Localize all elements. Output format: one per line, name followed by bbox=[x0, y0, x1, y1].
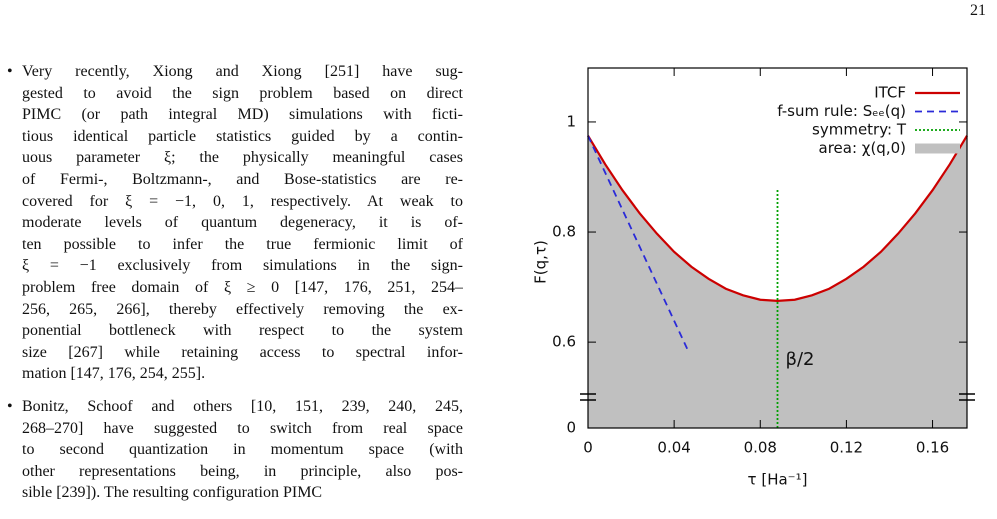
x-tick-label: 0.16 bbox=[916, 439, 949, 457]
annotation: β/2 bbox=[786, 349, 815, 370]
text-line: 268–270] have suggested to switch from r… bbox=[22, 419, 463, 437]
text-line: uous parameter ξ; the physically meaning… bbox=[22, 149, 463, 167]
text-line: moderate levels of quantum degeneracy, i… bbox=[22, 214, 463, 232]
x-tick-label: 0 bbox=[583, 439, 593, 457]
y-tick-label: 0 bbox=[566, 419, 576, 437]
line bbox=[587, 135, 968, 302]
body-text: • Very recently, Xiong and Xiong [251] ha… bbox=[7, 61, 463, 515]
x-tick-label: 0.04 bbox=[657, 439, 690, 457]
list-item: • Very recently, Xiong and Xiong [251] ha… bbox=[7, 61, 463, 385]
legend-label: ITCF bbox=[874, 84, 906, 102]
y-tick-label: 0.8 bbox=[552, 223, 576, 241]
text-line: PIMC (or path integral MD) simulations w… bbox=[22, 106, 463, 124]
text-line: of Fermi-, Boltzmann-, and Bose-statisti… bbox=[22, 170, 463, 188]
x-tick-label: 0.12 bbox=[830, 439, 863, 457]
line bbox=[587, 135, 691, 354]
area bbox=[588, 135, 967, 428]
x-axis-label: τ [Ha⁻¹] bbox=[748, 471, 808, 489]
text-line: ponential bottleneck with respect to the… bbox=[22, 322, 463, 340]
list-item: • Bonitz, Schoof and others [10, 151, 239… bbox=[7, 396, 463, 504]
text-line: tious identical particle statistics guid… bbox=[22, 127, 463, 145]
text-line: covered for ξ = −1, 0, 1, respectively. … bbox=[22, 192, 463, 210]
bullet: • bbox=[7, 397, 13, 415]
legend-swatch bbox=[915, 143, 960, 154]
legend-label: symmetry: T bbox=[812, 121, 907, 139]
y-axis-label: F(q,τ) bbox=[532, 240, 550, 284]
text-line: other representations being, in principl… bbox=[22, 462, 463, 480]
text-line: Very recently, Xiong and Xiong [251] hav… bbox=[22, 63, 463, 80]
x-tick-label: 0.08 bbox=[744, 439, 777, 457]
page-number: 21 bbox=[970, 2, 986, 19]
text-line: 256, 265, 266], thereby effectively remo… bbox=[22, 300, 463, 318]
plot-frame bbox=[587, 67, 968, 429]
text-line: Bonitz, Schoof and others [10, 151, 239,… bbox=[22, 397, 463, 415]
legend-label: area: χ(q,0) bbox=[819, 139, 906, 157]
text-line: to second quantization in momentum space… bbox=[22, 441, 463, 459]
y-tick-label: 1 bbox=[566, 112, 576, 130]
text-line: sible [239]). The resulting configuratio… bbox=[22, 484, 323, 502]
legend-label: f-sum rule: Sₑₑ(q) bbox=[777, 102, 906, 120]
bullet: • bbox=[7, 63, 13, 80]
text-line: problem free domain of ξ ≥ 0 [147, 176, … bbox=[22, 278, 463, 296]
text-line: ξ = −1 exclusively from simulations in t… bbox=[22, 257, 463, 275]
text-line: mation [147, 176, 254, 255]. bbox=[22, 365, 206, 383]
text-line: ten possible to infer the true fermionic… bbox=[22, 235, 463, 253]
text-line: gested to avoid the sign problem based o… bbox=[22, 84, 463, 102]
y-tick-label: 0.6 bbox=[552, 333, 576, 351]
text-line: size [267] while retaining access to spe… bbox=[22, 343, 463, 361]
